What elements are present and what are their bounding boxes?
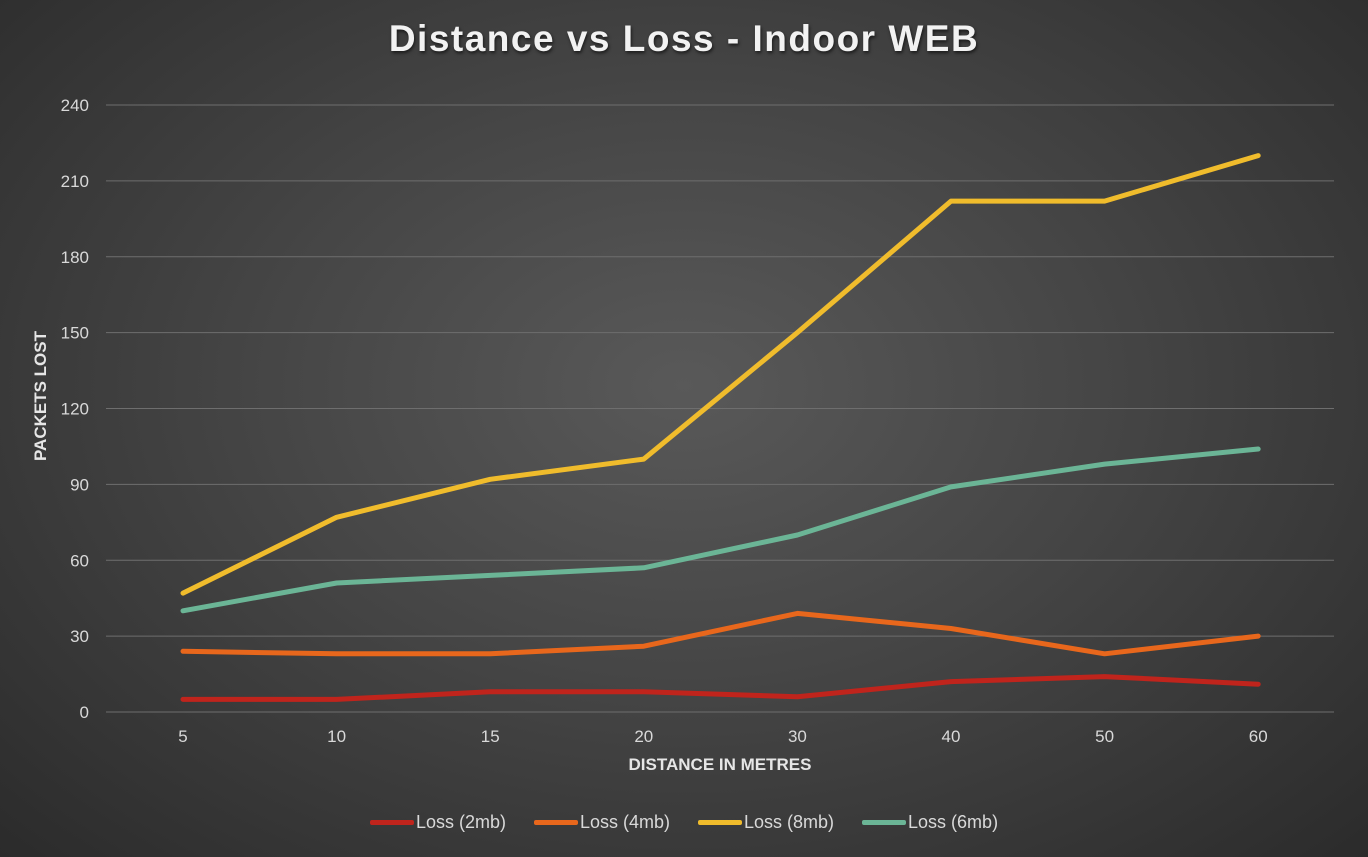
series-lines bbox=[180, 153, 1261, 702]
legend-item: Loss (8mb) bbox=[698, 812, 834, 833]
x-tick-label: 5 bbox=[178, 727, 187, 746]
legend-label: Loss (6mb) bbox=[908, 812, 999, 832]
x-tick-label: 30 bbox=[788, 727, 807, 746]
x-axis-ticks: 5 10 15 20 30 40 50 60 bbox=[178, 727, 1267, 746]
y-tick-label: 30 bbox=[70, 627, 89, 646]
legend: Loss (2mb) Loss (4mb) Loss (8mb) Loss (6mb) bbox=[0, 812, 1368, 833]
x-axis-title: DISTANCE IN METRES bbox=[629, 755, 812, 774]
y-tick-label: 150 bbox=[61, 324, 89, 343]
legend-label: Loss (8mb) bbox=[744, 812, 835, 832]
y-tick-label: 90 bbox=[70, 475, 89, 494]
legend-swatch bbox=[698, 820, 742, 825]
x-tick-label: 60 bbox=[1249, 727, 1268, 746]
y-tick-label: 60 bbox=[70, 551, 89, 570]
y-tick-label: 180 bbox=[61, 248, 89, 267]
y-tick-label: 120 bbox=[61, 400, 89, 419]
legend-swatch bbox=[533, 820, 578, 825]
x-tick-label: 20 bbox=[634, 727, 653, 746]
x-tick-label: 50 bbox=[1095, 727, 1114, 746]
legend-item: Loss (4mb) bbox=[533, 812, 670, 833]
y-tick-label: 210 bbox=[61, 172, 89, 191]
legend-label: Loss (2mb) bbox=[415, 812, 506, 832]
x-tick-label: 15 bbox=[481, 727, 500, 746]
y-axis-ticks: 0 30 60 90 120 150 180 210 240 bbox=[61, 96, 89, 722]
series-line-1 bbox=[180, 610, 1261, 657]
legend-item: Loss (2mb) bbox=[369, 812, 506, 833]
legend-label: Loss (4mb) bbox=[579, 812, 670, 832]
x-tick-label: 40 bbox=[942, 727, 961, 746]
chart-title: Distance vs Loss - Indoor WEB bbox=[388, 18, 980, 59]
legend-swatch bbox=[862, 820, 907, 825]
legend-swatch bbox=[369, 820, 414, 825]
gridlines bbox=[106, 104, 1334, 713]
x-tick-label: 10 bbox=[327, 727, 346, 746]
y-tick-label: 0 bbox=[80, 703, 89, 722]
y-tick-label: 240 bbox=[61, 96, 89, 115]
series-line-2 bbox=[180, 153, 1261, 596]
legend-item: Loss (6mb) bbox=[862, 812, 998, 833]
y-axis-title: PACKETS LOST bbox=[31, 330, 50, 461]
series-line-3 bbox=[180, 446, 1261, 614]
series-line-0 bbox=[180, 674, 1261, 702]
